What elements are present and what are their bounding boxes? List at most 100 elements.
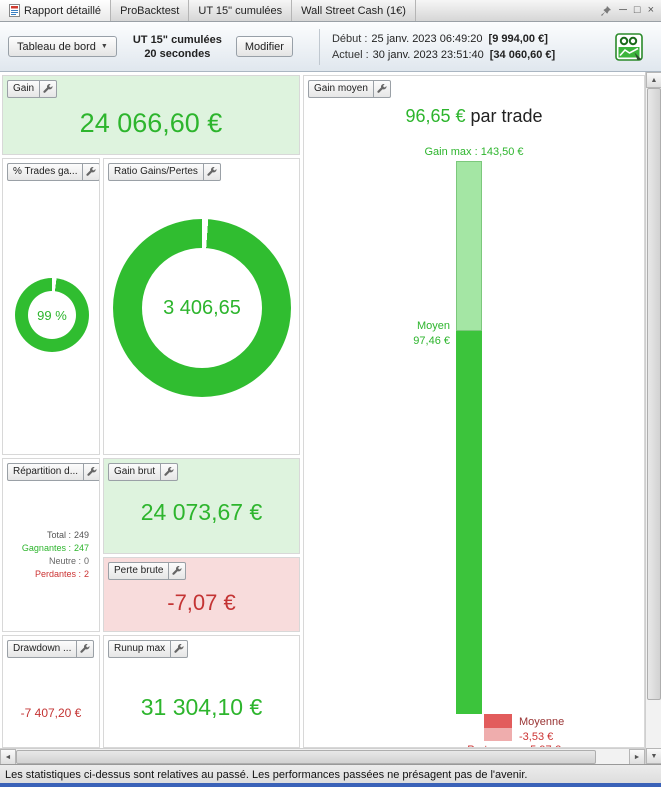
start-equity: [9 994,00 €] — [488, 32, 548, 45]
wrench-icon[interactable] — [203, 163, 221, 181]
timeframe-line1: UT 15" cumulées — [132, 33, 222, 46]
perte-brute-value: -7,07 € — [167, 590, 236, 615]
start-label: Début : — [331, 32, 368, 45]
wrench-icon[interactable] — [84, 463, 99, 481]
wrench-icon[interactable] — [171, 640, 189, 658]
panel-pct-trades-header: % Trades ga... — [7, 163, 99, 181]
tab-rapport-detaille[interactable]: Rapport détaillé — [0, 0, 112, 21]
repartition-row-neutre: Neutre :0 — [3, 555, 99, 568]
current-datetime: 30 janv. 2023 23:51:40 — [372, 48, 484, 61]
loss-bar-mean-segment — [484, 728, 512, 741]
panel-perte-brute-title[interactable]: Perte brute — [108, 562, 170, 580]
minimize-button[interactable]: ─ — [619, 4, 627, 16]
statusbar: Les statistiques ci-dessus sont relative… — [0, 764, 661, 787]
panel-gain-brut-title[interactable]: Gain brut — [108, 463, 162, 481]
tab-label: UT 15" cumulées — [198, 4, 283, 17]
toolbar: Tableau de bord ▼ UT 15" cumulées 20 sec… — [0, 22, 661, 72]
perte-max-label: Perte max : -5,97 € — [414, 744, 614, 747]
tab-wall-street-cash[interactable]: Wall Street Cash (1€) — [292, 0, 416, 21]
row-label: Perdantes : — [34, 569, 81, 579]
panel-drawdown-title[interactable]: Drawdown ... — [7, 640, 78, 658]
panel-repartition-header: Répartition d... — [7, 463, 99, 481]
gain-moyen-amount: 96,65 € — [405, 106, 466, 126]
panel-gain-brut-header: Gain brut — [108, 463, 179, 481]
gain-bar-mean-segment — [456, 331, 482, 714]
panel-gain-moyen: Gain moyen 96,65 € par trade Gain max : … — [303, 75, 645, 748]
panel-gain-moyen-header: Gain moyen — [308, 80, 391, 98]
titlebar: Rapport détaillé ProBacktest UT 15" cumu… — [0, 0, 661, 22]
wrench-icon[interactable] — [161, 463, 179, 481]
repartition-row-perdantes: Perdantes :2 — [3, 568, 99, 581]
loss-bar-max-segment — [484, 714, 512, 728]
scroll-down-button[interactable]: ▼ — [646, 748, 661, 764]
modify-button[interactable]: Modifier — [235, 36, 293, 57]
panel-perte-brute: Perte brute -7,07 € — [103, 557, 300, 632]
row-value: 249 — [73, 530, 89, 540]
tab-ut15-cumulees[interactable]: UT 15" cumulées — [189, 0, 293, 21]
wrench-icon[interactable] — [373, 80, 391, 98]
panel-gain-brut: Gain brut 24 073,67 € — [103, 458, 300, 554]
row-value: 0 — [83, 556, 89, 566]
panel-gain-title[interactable]: Gain — [7, 80, 41, 98]
timeframe-line2: 20 secondes — [144, 47, 211, 60]
gain-brut-value: 24 073,67 € — [140, 499, 263, 525]
panel-drawdown-header: Drawdown ... — [7, 640, 95, 658]
maximize-button[interactable]: □ — [633, 4, 641, 16]
row-value: 2 — [83, 569, 89, 579]
tab-label: Rapport détaillé — [24, 4, 102, 17]
toolbar-separator — [318, 28, 320, 65]
panel-repartition-title[interactable]: Répartition d... — [7, 463, 85, 481]
dashboard-dropdown-label: Tableau de bord — [17, 40, 96, 53]
row-label: Total : — [46, 530, 71, 540]
drawdown-value: -7 407,20 € — [20, 706, 82, 720]
repartition-row-total: Total :249 — [3, 529, 99, 542]
panel-perte-brute-header: Perte brute — [108, 562, 187, 580]
scroll-up-button[interactable]: ▲ — [646, 72, 661, 88]
panel-drawdown: Drawdown ... -7 407,20 € — [2, 635, 100, 748]
panel-gain: Gain 24 066,60 € — [2, 75, 300, 155]
scroll-right-button[interactable]: ► — [629, 749, 645, 765]
panel-ratio-title[interactable]: Ratio Gains/Pertes — [108, 163, 204, 181]
moyenne-value: -3,53 € — [519, 731, 554, 743]
tab-probacktest[interactable]: ProBacktest — [111, 0, 190, 21]
wrench-icon[interactable] — [83, 163, 99, 181]
gain-moyen-value: 96,65 € par trade — [304, 106, 644, 127]
wrench-icon[interactable] — [77, 640, 95, 658]
ratio-donut: 3 406,65 — [113, 219, 291, 397]
close-button[interactable]: × — [647, 4, 654, 16]
vertical-scrollbar[interactable]: ▲ ▼ — [645, 72, 661, 764]
horizontal-scrollbar[interactable]: ◄ ► — [0, 748, 645, 765]
row-value: 247 — [73, 543, 89, 553]
start-line: Début :25 janv. 2023 06:49:20 [9 994,00 €… — [332, 31, 555, 47]
tab-label: ProBacktest — [120, 4, 180, 17]
horizontal-scroll-thumb[interactable] — [16, 750, 596, 764]
dashboard-dropdown[interactable]: Tableau de bord ▼ — [8, 36, 117, 57]
gain-bar — [456, 161, 482, 714]
panel-repartition: Répartition d... Total :249 Gagnantes :2… — [2, 458, 100, 632]
current-line: Actuel :30 janv. 2023 23:51:40 [34 060,60… — [332, 47, 555, 63]
moyen-label: Moyen — [416, 320, 450, 332]
vertical-scroll-thumb[interactable] — [647, 88, 661, 700]
current-label: Actuel : — [331, 48, 369, 61]
gain-max-label: Gain max : 143,50 € — [424, 146, 524, 158]
wrench-icon[interactable] — [169, 562, 187, 580]
panel-gain-moyen-title[interactable]: Gain moyen — [308, 80, 374, 98]
panel-runup-header: Runup max — [108, 640, 189, 658]
panel-pct-trades-title[interactable]: % Trades ga... — [7, 163, 84, 181]
panel-pct-trades: % Trades ga... 99 % — [2, 158, 100, 455]
moyen-value: 97,46 € — [413, 335, 450, 347]
disclaimer-text: Les statistiques ci-dessus sont relative… — [5, 769, 528, 781]
scroll-left-button[interactable]: ◄ — [0, 749, 16, 765]
panel-runup-title[interactable]: Runup max — [108, 640, 172, 658]
repartition-rows: Total :249 Gagnantes :247 Neutre :0 Perd… — [3, 529, 99, 581]
panel-ratio-header: Ratio Gains/Pertes — [108, 163, 221, 181]
repartition-row-gagnantes: Gagnantes :247 — [3, 542, 99, 555]
wrench-icon[interactable] — [40, 80, 58, 98]
panel-ratio: Ratio Gains/Pertes 3 406,65 — [103, 158, 300, 455]
timeframe-info: UT 15" cumulées 20 secondes — [133, 33, 222, 61]
ratio-value: 3 406,65 — [163, 296, 241, 319]
moyenne-label: Moyenne — [519, 716, 565, 728]
stats-chart-icon[interactable] — [615, 33, 643, 66]
row-label: Neutre : — [48, 556, 81, 566]
pin-icon[interactable] — [600, 5, 612, 17]
